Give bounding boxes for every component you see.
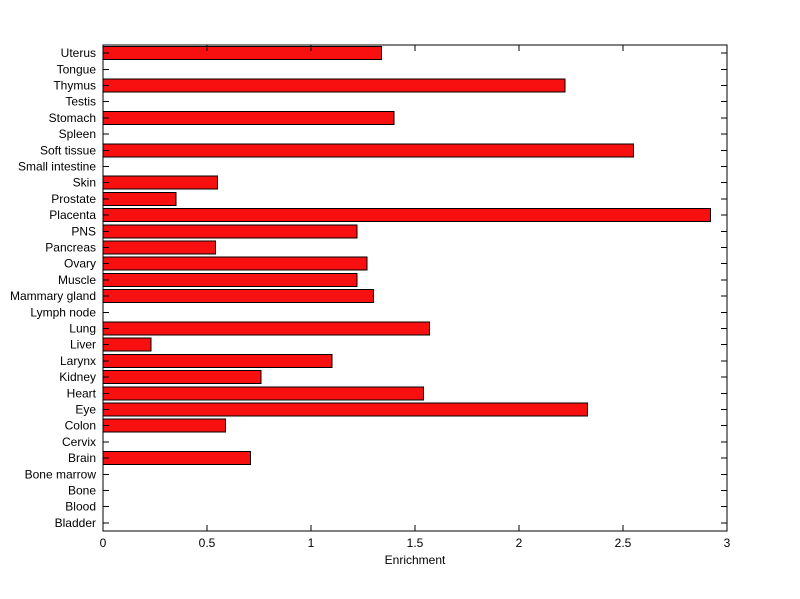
- bar-thymus: [102, 78, 566, 93]
- category-label-blood: Blood: [65, 500, 96, 514]
- x-axis-label: Enrichment: [385, 553, 446, 567]
- category-label-heart: Heart: [67, 386, 97, 400]
- category-label-pns: PNS: [71, 224, 96, 238]
- x-tick-label: 2: [516, 536, 523, 550]
- bar-ovary: [102, 256, 368, 271]
- category-label-spleen: Spleen: [59, 127, 96, 141]
- x-tick-label: 0.5: [199, 536, 216, 550]
- category-label-small-intestine: Small intestine: [18, 160, 96, 174]
- bar-heart: [102, 386, 424, 401]
- category-label-bone: Bone: [68, 484, 96, 498]
- category-label-ovary: Ovary: [64, 257, 96, 271]
- bar-uterus: [102, 46, 383, 61]
- category-label-lymph-node: Lymph node: [30, 305, 96, 319]
- category-label-larynx: Larynx: [60, 354, 96, 368]
- plot-area: [103, 45, 727, 531]
- category-label-tongue: Tongue: [57, 62, 97, 76]
- category-label-brain: Brain: [68, 451, 96, 465]
- category-label-testis: Testis: [65, 95, 96, 109]
- category-label-prostate: Prostate: [51, 192, 96, 206]
- bar-stomach: [102, 110, 395, 125]
- category-label-pancreas: Pancreas: [45, 241, 96, 255]
- bar-muscle: [102, 272, 358, 287]
- x-tick-label: 2.5: [615, 536, 632, 550]
- category-label-bone-marrow: Bone marrow: [25, 467, 97, 481]
- category-label-uterus: Uterus: [61, 46, 96, 60]
- category-label-lung: Lung: [69, 322, 96, 336]
- bar-skin: [102, 175, 218, 190]
- category-label-thymus: Thymus: [53, 79, 96, 93]
- category-label-muscle: Muscle: [58, 273, 96, 287]
- category-label-kidney: Kidney: [59, 370, 96, 384]
- bar-lung: [102, 321, 431, 336]
- bar-liver: [102, 337, 152, 352]
- bar-soft-tissue: [102, 143, 634, 158]
- category-label-colon: Colon: [65, 419, 96, 433]
- axis-box: [102, 44, 728, 532]
- bar-eye: [102, 402, 589, 417]
- category-label-bladder: Bladder: [55, 516, 96, 530]
- bar-pancreas: [102, 240, 216, 255]
- category-label-soft-tissue: Soft tissue: [40, 143, 96, 157]
- category-label-stomach: Stomach: [49, 111, 96, 125]
- bar-mammary-gland: [102, 289, 374, 304]
- category-label-mammary-gland: Mammary gland: [10, 289, 96, 303]
- bar-placenta: [102, 208, 711, 223]
- bar-larynx: [102, 353, 333, 368]
- bar-colon: [102, 418, 227, 433]
- x-tick-label: 3: [724, 536, 731, 550]
- x-tick-label: 0: [100, 536, 107, 550]
- category-label-placenta: Placenta: [49, 208, 96, 222]
- category-label-skin: Skin: [73, 176, 96, 190]
- bar-brain: [102, 451, 252, 466]
- bar-kidney: [102, 370, 262, 385]
- category-label-cervix: Cervix: [62, 435, 96, 449]
- category-label-liver: Liver: [70, 338, 96, 352]
- x-tick-label: 1: [308, 536, 315, 550]
- bar-prostate: [102, 191, 177, 206]
- bar-pns: [102, 224, 358, 239]
- category-label-eye: Eye: [75, 403, 96, 417]
- x-tick-label: 1.5: [407, 536, 424, 550]
